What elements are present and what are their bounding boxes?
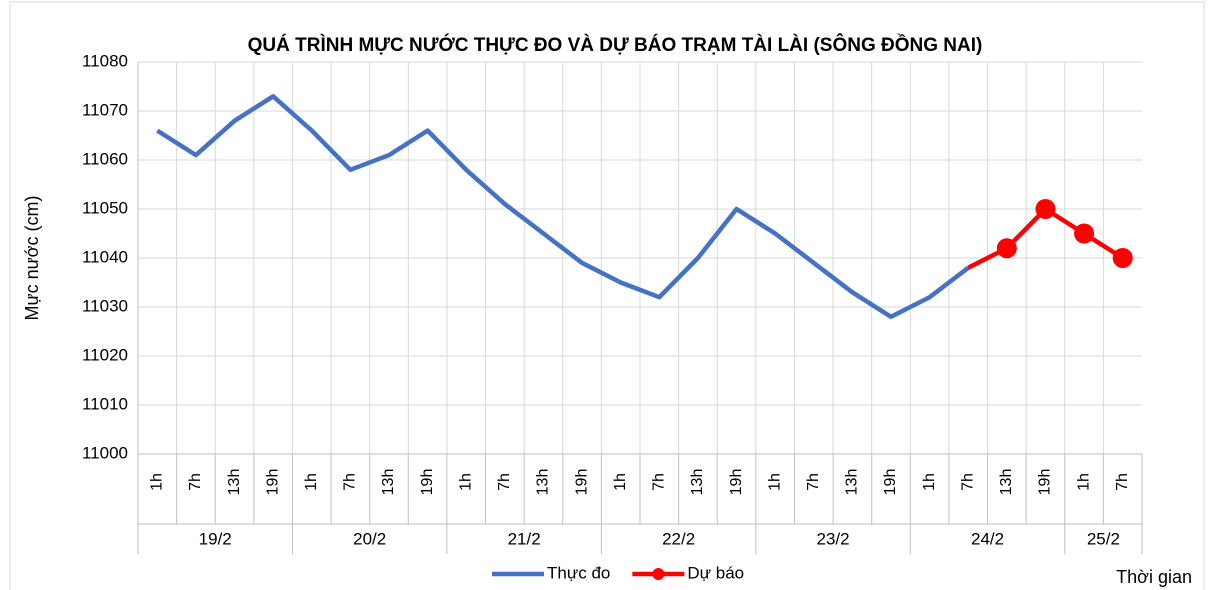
chart-title: QUÁ TRÌNH MỰC NƯỚC THỰC ĐO VÀ DỰ BÁO TRẠ… xyxy=(248,34,983,56)
x-tick-label: 1h xyxy=(1075,473,1092,491)
series-marker xyxy=(1074,223,1095,244)
y-tick-label: 11040 xyxy=(82,247,128,266)
x-tick-label: 7h xyxy=(496,473,513,491)
y-tick-label: 11020 xyxy=(82,345,128,364)
series-marker xyxy=(1035,199,1056,219)
y-tick-label: 11030 xyxy=(82,296,128,315)
x-tick-label: 1h xyxy=(766,473,783,491)
x-tick-label: 13h xyxy=(226,469,243,496)
x-tick-label: 13h xyxy=(998,469,1015,496)
y-axis-label: Mực nước (cm) xyxy=(22,196,42,321)
series-marker xyxy=(996,238,1017,259)
x-tick-label: 19h xyxy=(264,469,281,496)
x-tick-label: 1h xyxy=(149,473,166,491)
x-tick-label: 19h xyxy=(882,469,899,496)
x-axis-label: Thời gian xyxy=(1116,567,1192,587)
x-tick-label: 1h xyxy=(612,473,629,491)
series-line xyxy=(156,94,970,320)
x-tick-label: 7h xyxy=(959,473,976,491)
x-tick-label: 13h xyxy=(380,469,397,496)
group-label: 19/2 xyxy=(199,529,232,548)
x-tick-label: 1h xyxy=(303,473,320,491)
group-label: 22/2 xyxy=(662,529,695,548)
legend-label: Thực đo xyxy=(547,563,610,582)
legend-marker xyxy=(652,568,665,580)
y-tick-label: 11080 xyxy=(82,51,128,70)
legend-label: Dự báo xyxy=(687,563,744,582)
x-tick-label: 7h xyxy=(187,473,204,491)
x-tick-label: 19h xyxy=(419,469,436,496)
series-marker xyxy=(1112,248,1133,268)
y-tick-label: 11070 xyxy=(82,100,128,119)
y-tick-label: 11000 xyxy=(82,443,128,462)
x-tick-label: 19h xyxy=(728,469,745,496)
x-tick-label: 1h xyxy=(457,473,474,491)
x-tick-label: 7h xyxy=(651,473,668,491)
x-tick-label: 7h xyxy=(342,473,359,491)
x-tick-label: 19h xyxy=(1037,469,1054,496)
group-label: 24/2 xyxy=(971,529,1004,548)
x-tick-label: 13h xyxy=(535,469,552,496)
chart-frame xyxy=(9,1,1205,590)
group-label: 21/2 xyxy=(508,529,541,548)
x-tick-label: 7h xyxy=(805,473,822,491)
y-tick-label: 11050 xyxy=(82,198,128,217)
x-tick-label: 13h xyxy=(844,469,861,496)
group-label: 25/2 xyxy=(1087,529,1120,548)
x-tick-label: 19h xyxy=(573,469,590,496)
x-tick-label: 1h xyxy=(921,473,938,491)
x-tick-label: 7h xyxy=(1114,473,1131,491)
y-tick-label: 11010 xyxy=(82,394,128,413)
y-tick-label: 11060 xyxy=(82,149,128,168)
group-label: 23/2 xyxy=(817,529,850,548)
group-label: 20/2 xyxy=(353,529,386,548)
x-tick-label: 13h xyxy=(689,469,706,496)
